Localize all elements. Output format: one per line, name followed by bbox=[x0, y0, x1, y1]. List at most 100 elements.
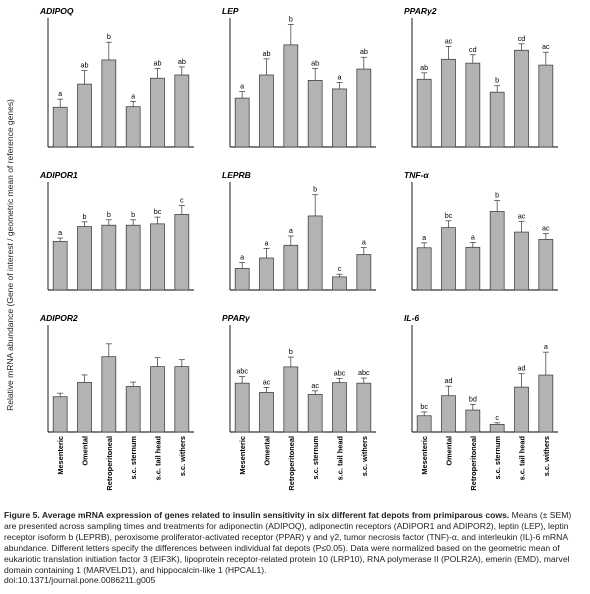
significance-label: ad bbox=[518, 364, 526, 373]
panel-ppar-2: PPARγ2 ab ac cd b cd ac bbox=[404, 6, 558, 148]
bar bbox=[259, 257, 274, 291]
panel-title: PPARγ bbox=[222, 313, 251, 323]
significance-label: abc bbox=[358, 368, 370, 377]
significance-label: abc bbox=[334, 369, 346, 378]
panel-title: ADIPOR1 bbox=[39, 170, 78, 180]
caption-doi: doi:10.1371/journal.pone.0086211.g005 bbox=[4, 575, 156, 586]
significance-label: b bbox=[107, 210, 111, 219]
bar bbox=[441, 395, 456, 433]
bar bbox=[332, 88, 347, 148]
bar bbox=[356, 254, 372, 291]
significance-label: a bbox=[265, 238, 269, 247]
bar bbox=[234, 382, 250, 433]
bar bbox=[234, 97, 250, 148]
bar bbox=[307, 393, 323, 433]
category-tick-label: s.c. withers bbox=[542, 436, 551, 476]
panel-adipor1: ADIPOR1 a b b b bc c bbox=[39, 170, 194, 291]
category-tick-label: Mesenteric bbox=[420, 436, 429, 475]
significance-label: c bbox=[495, 413, 499, 422]
significance-label: b bbox=[289, 347, 293, 356]
significance-label: a bbox=[422, 233, 426, 242]
significance-label: a bbox=[471, 232, 475, 241]
bar bbox=[283, 366, 299, 433]
category-tick-label: Omental bbox=[263, 436, 272, 466]
significance-label: c bbox=[180, 196, 184, 205]
category-tick-label: Retroperitoneal bbox=[469, 436, 478, 491]
significance-label: b bbox=[131, 210, 135, 219]
significance-label: a bbox=[131, 91, 135, 100]
significance-label: bd bbox=[469, 394, 477, 403]
category-tick-label: s.c. tail head bbox=[154, 436, 163, 481]
bar bbox=[441, 58, 456, 148]
significance-label: ab bbox=[154, 59, 162, 68]
panel-adipor2: ADIPOR2 Mesenteric Omental Retroperitoneal s… bbox=[39, 313, 194, 491]
significance-label: bc bbox=[420, 402, 428, 411]
significance-label: a bbox=[362, 238, 366, 247]
bar bbox=[150, 366, 165, 433]
panel-adipoq: ADIPOQ a ab b a ab ab bbox=[39, 6, 194, 148]
bar bbox=[441, 227, 456, 291]
significance-label: bc bbox=[445, 211, 453, 220]
significance-label: b bbox=[313, 185, 317, 194]
bar bbox=[259, 392, 274, 433]
bar bbox=[356, 68, 372, 148]
significance-label: cd bbox=[469, 45, 477, 54]
panel-title: PPARγ2 bbox=[404, 6, 437, 16]
bar bbox=[514, 386, 529, 433]
bar bbox=[77, 226, 92, 291]
bar bbox=[125, 224, 141, 291]
bar bbox=[125, 386, 141, 433]
bar bbox=[489, 211, 505, 291]
significance-label: bc bbox=[154, 207, 162, 216]
bar bbox=[174, 74, 190, 148]
significance-label: ab bbox=[311, 59, 319, 68]
bar bbox=[101, 356, 117, 433]
bar bbox=[77, 382, 92, 433]
panel-title: ADIPOR2 bbox=[39, 313, 78, 323]
bar bbox=[174, 366, 190, 433]
bar bbox=[416, 78, 432, 148]
bar bbox=[77, 83, 92, 148]
significance-label: ad bbox=[445, 376, 453, 385]
bar bbox=[52, 241, 68, 291]
bar bbox=[514, 49, 529, 148]
bar bbox=[150, 223, 165, 291]
panel-title: TNF-α bbox=[404, 170, 429, 180]
bar bbox=[125, 106, 141, 148]
bar bbox=[52, 396, 68, 433]
bar bbox=[465, 409, 481, 433]
category-tick-label: s.c. withers bbox=[360, 436, 369, 476]
significance-label: a bbox=[544, 342, 548, 351]
significance-label: ac bbox=[445, 36, 453, 45]
bar bbox=[489, 424, 505, 433]
significance-label: a bbox=[338, 73, 342, 82]
significance-label: abc bbox=[236, 367, 248, 376]
significance-label: a bbox=[240, 82, 244, 91]
panel-title: LEP bbox=[222, 6, 239, 16]
panel-il-6: IL-6 bc Mesenteric ad Omental bd Retroperitone… bbox=[404, 313, 558, 491]
bar bbox=[538, 239, 554, 291]
significance-label: a bbox=[240, 253, 244, 262]
bar bbox=[101, 59, 117, 148]
significance-label: a bbox=[58, 89, 62, 98]
category-tick-label: Retroperitoneal bbox=[287, 436, 296, 491]
category-tick-label: s.c. sternum bbox=[493, 436, 502, 480]
panel-lep: LEP a ab b ab a ab bbox=[222, 6, 376, 148]
bar bbox=[234, 268, 250, 291]
bar bbox=[465, 62, 481, 148]
bar bbox=[332, 382, 347, 433]
bar bbox=[332, 276, 347, 291]
significance-label: ac bbox=[263, 377, 271, 386]
category-tick-label: s.c. tail head bbox=[518, 436, 527, 481]
bar bbox=[416, 247, 432, 291]
significance-label: ac bbox=[518, 211, 526, 220]
panel-tnf-: TNF-α a bc a b ac ac bbox=[404, 170, 558, 291]
significance-label: cd bbox=[518, 34, 526, 43]
bar bbox=[101, 224, 117, 291]
significance-label: b bbox=[495, 191, 499, 200]
caption-title: Figure 5. Average mRNA expression of gen… bbox=[4, 510, 510, 520]
panel-title: ADIPOQ bbox=[39, 6, 74, 16]
panel-title: LEPRB bbox=[222, 170, 251, 180]
bar bbox=[259, 74, 274, 148]
